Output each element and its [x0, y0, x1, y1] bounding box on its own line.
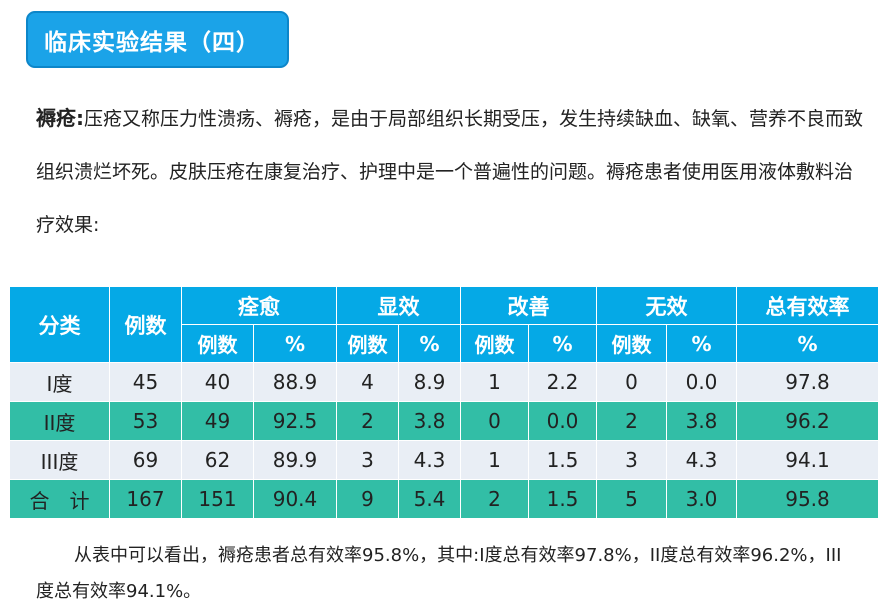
table-cell: 89.9: [253, 440, 337, 480]
table-cell: 4.3: [398, 440, 461, 480]
table-cell: 2.2: [528, 362, 597, 402]
table-header: 分类 例数 痊愈 显效 改善 无效 总有效率 例数 % 例数 % 例数 % 例数…: [9, 286, 879, 363]
sub-header: %: [666, 324, 737, 363]
table-cell: I度: [9, 362, 110, 402]
conclusion-paragraph: 从表中可以看出，褥疮患者总有效率95.8%，其中:I度总有效率97.8%，II度…: [36, 538, 856, 610]
table-cell: III度: [9, 440, 110, 480]
table-cell: 2: [596, 401, 667, 441]
table-cell: 5.4: [398, 479, 461, 519]
table-cell: 2: [460, 479, 529, 519]
title-banner: 临床实验结果（四）: [26, 11, 289, 68]
table-cell: 2: [336, 401, 399, 441]
table-cell: II度: [9, 401, 110, 441]
table-cell: 3: [336, 440, 399, 480]
table-cell: 1: [460, 362, 529, 402]
table-row-total: 合 计 167 151 90.4 9 5.4 2 1.5 5 3.0 95.8: [9, 479, 879, 519]
table-cell: 90.4: [253, 479, 337, 519]
sub-header: %: [398, 324, 461, 363]
table-cell: 0: [460, 401, 529, 441]
table-cell: 1.5: [528, 479, 597, 519]
page-title: 临床实验结果（四）: [44, 29, 260, 56]
table-cell: 88.9: [253, 362, 337, 402]
table-cell: 92.5: [253, 401, 337, 441]
table-cell: 4.3: [666, 440, 737, 480]
table-cell: 69: [109, 440, 182, 480]
table-cell: 3.0: [666, 479, 737, 519]
sub-header: %: [528, 324, 597, 363]
intro-paragraph: 褥疮:压疮又称压力性溃疡、褥疮，是由于局部组织长期受压，发生持续缺血、缺氧、营养…: [36, 92, 866, 252]
table-cell: 151: [181, 479, 254, 519]
table-cell: 1: [460, 440, 529, 480]
sub-header: %: [253, 324, 337, 363]
sub-header: 例数: [181, 324, 254, 363]
table-row: III度 69 62 89.9 3 4.3 1 1.5 3 4.3 94.1: [9, 440, 879, 480]
col-header-cases: 例数: [109, 286, 182, 363]
col-header-cured: 痊愈: [181, 286, 337, 325]
table-cell: 95.8: [736, 479, 879, 519]
intro-text: 压疮又称压力性溃疡、褥疮，是由于局部组织长期受压，发生持续缺血、缺氧、营养不良而…: [36, 108, 864, 236]
table-cell: 45: [109, 362, 182, 402]
table-cell: 96.2: [736, 401, 879, 441]
sub-header: 例数: [336, 324, 399, 363]
conclusion-text: 从表中可以看出，褥疮患者总有效率95.8%，其中:I度总有效率97.8%，II度…: [36, 545, 842, 602]
table-cell: 62: [181, 440, 254, 480]
table-cell: 9: [336, 479, 399, 519]
table-cell: 0.0: [528, 401, 597, 441]
sub-header: %: [736, 324, 879, 363]
table-cell: 3.8: [666, 401, 737, 441]
table-cell: 49: [181, 401, 254, 441]
col-header-improved: 改善: [460, 286, 597, 325]
table-cell: 40: [181, 362, 254, 402]
sub-header: 例数: [596, 324, 667, 363]
table-cell: 5: [596, 479, 667, 519]
table-cell: 4: [336, 362, 399, 402]
intro-term: 褥疮:: [36, 106, 84, 130]
table-row: II度 53 49 92.5 2 3.8 0 0.0 2 3.8 96.2: [9, 401, 879, 441]
table-cell: 94.1: [736, 440, 879, 480]
table-cell: 8.9: [398, 362, 461, 402]
table-cell: 3.8: [398, 401, 461, 441]
sub-header: 例数: [460, 324, 529, 363]
table-cell: 合 计: [9, 479, 110, 519]
table-cell: 167: [109, 479, 182, 519]
table-cell: 3: [596, 440, 667, 480]
col-header-marked-effect: 显效: [336, 286, 461, 325]
table-cell: 0: [596, 362, 667, 402]
table-row: I度 45 40 88.9 4 8.9 1 2.2 0 0.0 97.8: [9, 362, 879, 402]
table-cell: 97.8: [736, 362, 879, 402]
col-header-category: 分类: [9, 286, 110, 363]
col-header-ineffective: 无效: [596, 286, 737, 325]
table-cell: 0.0: [666, 362, 737, 402]
table-cell: 1.5: [528, 440, 597, 480]
results-table: 分类 例数 痊愈 显效 改善 无效 总有效率 例数 % 例数 % 例数 % 例数…: [9, 286, 879, 519]
col-header-total-rate: 总有效率: [736, 286, 879, 325]
table-cell: 53: [109, 401, 182, 441]
